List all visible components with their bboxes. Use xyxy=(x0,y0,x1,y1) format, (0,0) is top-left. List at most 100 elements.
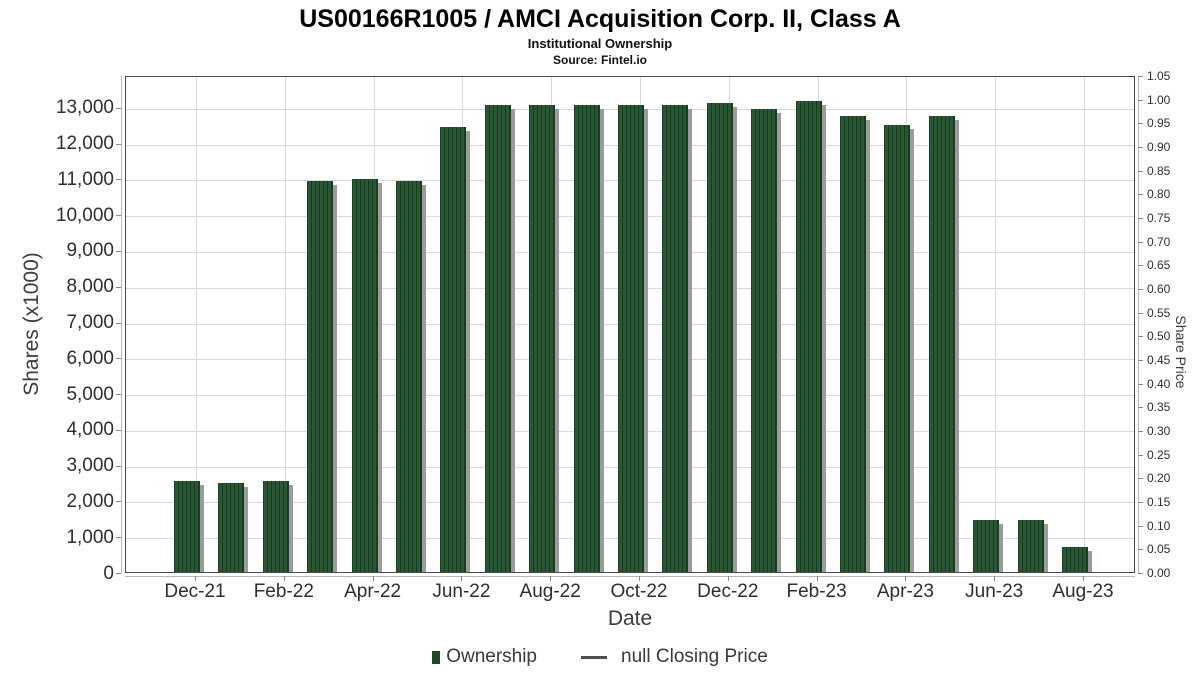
bar xyxy=(884,124,911,572)
y-tick-label-right: 0.65 xyxy=(1147,258,1171,273)
x-tick-mark xyxy=(372,576,374,581)
y-tick-label-right: 0.45 xyxy=(1147,353,1171,367)
y-tick-label-right: 0.80 xyxy=(1147,187,1171,202)
y-tick-label-right: 0.20 xyxy=(1147,471,1171,486)
legend-ownership-swatch-icon xyxy=(432,650,441,664)
y-tick-label-right: 1.05 xyxy=(1147,69,1171,83)
y-tick-mark-right xyxy=(1138,194,1143,196)
x-tick-label: Apr-22 xyxy=(344,581,402,602)
bar xyxy=(218,482,245,572)
y-tick-mark-left xyxy=(116,107,121,109)
y-tick-mark-right xyxy=(1138,265,1143,267)
y-tick-label-right: 0.05 xyxy=(1147,542,1171,557)
legend-price-line-icon xyxy=(581,655,608,659)
x-tick-mark xyxy=(550,576,552,581)
x-tick-mark xyxy=(195,576,196,581)
x-tick-mark xyxy=(1083,576,1084,581)
y-tick-mark-right xyxy=(1138,431,1143,432)
x-tick-mark xyxy=(905,576,907,581)
bar xyxy=(1017,520,1044,572)
y-tick-label-left: 9,000 xyxy=(66,240,114,262)
y-tick-mark-left xyxy=(116,179,121,181)
x-tick-mark xyxy=(283,576,285,581)
chart-subtitle: Institutional Ownership xyxy=(527,36,673,51)
x-gridline xyxy=(196,77,197,572)
y-tick-label-left: 10,000 xyxy=(55,204,114,226)
right-axis-line xyxy=(1138,76,1139,573)
x-tick-mark xyxy=(461,576,463,581)
bar xyxy=(618,104,644,572)
y-tick-mark-left xyxy=(116,429,121,431)
y-tick-mark-right xyxy=(1138,147,1143,148)
bar xyxy=(706,102,733,572)
y-tick-label-left: 1,000 xyxy=(66,526,114,548)
y-tick-label-left: 0 xyxy=(103,562,114,584)
y-tick-label-left: 11,000 xyxy=(57,168,114,190)
y-tick-mark-left xyxy=(116,394,121,396)
y-tick-mark-right xyxy=(1138,549,1143,551)
y-tick-mark-right xyxy=(1138,336,1143,338)
y-tick-mark-left xyxy=(116,465,121,467)
bar xyxy=(751,108,778,572)
y-tick-mark-right xyxy=(1138,312,1143,314)
x-gridline xyxy=(1084,77,1085,572)
y-tick-mark-right xyxy=(1138,289,1143,290)
y-tick-mark-left xyxy=(116,358,121,360)
legend: Ownership null Closing Price xyxy=(0,646,1200,668)
x-tick-label: Feb-23 xyxy=(786,581,847,602)
chart-source-label: Source: Fintel.io xyxy=(552,53,647,67)
y-tick-label-right: 0.10 xyxy=(1147,518,1171,533)
bottom-axis-line xyxy=(125,576,1135,577)
y-tick-label-left: 12,000 xyxy=(55,133,114,155)
x-tick-label: Dec-21 xyxy=(164,581,226,602)
bar xyxy=(440,126,467,572)
x-tick-mark xyxy=(727,576,729,581)
y-tick-label-right: 0.00 xyxy=(1147,566,1171,580)
y-tick-mark-right xyxy=(1138,383,1143,385)
y-tick-mark-left xyxy=(116,215,121,217)
x-gridline xyxy=(995,77,997,572)
y-tick-label-right: 0.90 xyxy=(1147,140,1171,154)
x-tick-mark xyxy=(816,576,818,581)
bar xyxy=(396,181,422,572)
x-tick-label: Aug-22 xyxy=(519,581,581,602)
y-tick-mark-right xyxy=(1138,241,1143,243)
y-tick-mark-right xyxy=(1138,525,1143,527)
y-tick-mark-right xyxy=(1138,170,1143,172)
x-tick-label: Apr-23 xyxy=(876,581,934,602)
y-tick-mark-left xyxy=(116,322,121,324)
bar xyxy=(351,179,378,572)
bar xyxy=(484,105,511,572)
bar xyxy=(973,520,1000,572)
y-tick-mark-right xyxy=(1138,502,1143,503)
y-tick-mark-left xyxy=(116,573,121,574)
x-tick-label: Jun-22 xyxy=(432,581,491,602)
y-tick-label-left: 7,000 xyxy=(66,312,114,334)
x-tick-label: Aug-23 xyxy=(1052,581,1114,602)
x-tick-label: Oct-22 xyxy=(610,581,668,602)
y-tick-label-right: 0.70 xyxy=(1147,234,1171,249)
y-tick-label-right: 1.00 xyxy=(1147,92,1171,107)
bar xyxy=(174,480,200,572)
legend-ownership-label: Ownership xyxy=(446,646,538,667)
y-tick-mark-right xyxy=(1138,573,1143,574)
y-tick-label-left: 8,000 xyxy=(66,276,114,298)
y-tick-mark-left xyxy=(116,286,121,288)
y-tick-label-left: 4,000 xyxy=(66,419,114,441)
plot-area xyxy=(125,76,1135,573)
y-tick-label-right: 0.40 xyxy=(1147,376,1171,391)
y-tick-label-right: 0.55 xyxy=(1147,305,1171,320)
y-tick-label-right: 0.25 xyxy=(1147,447,1171,462)
bar xyxy=(1062,547,1088,572)
y-tick-label-left: 6,000 xyxy=(66,347,114,369)
y-tick-label-left: 13,000 xyxy=(55,97,114,119)
y-tick-mark-left xyxy=(116,537,121,539)
y-tick-label-right: 0.60 xyxy=(1147,282,1171,296)
x-tick-mark xyxy=(994,576,996,581)
y-tick-mark-right xyxy=(1138,99,1143,101)
bar xyxy=(307,181,334,572)
y-tick-mark-left xyxy=(116,143,121,145)
y-tick-label-right: 0.85 xyxy=(1147,163,1171,178)
y-tick-label-left: 2,000 xyxy=(66,490,114,512)
